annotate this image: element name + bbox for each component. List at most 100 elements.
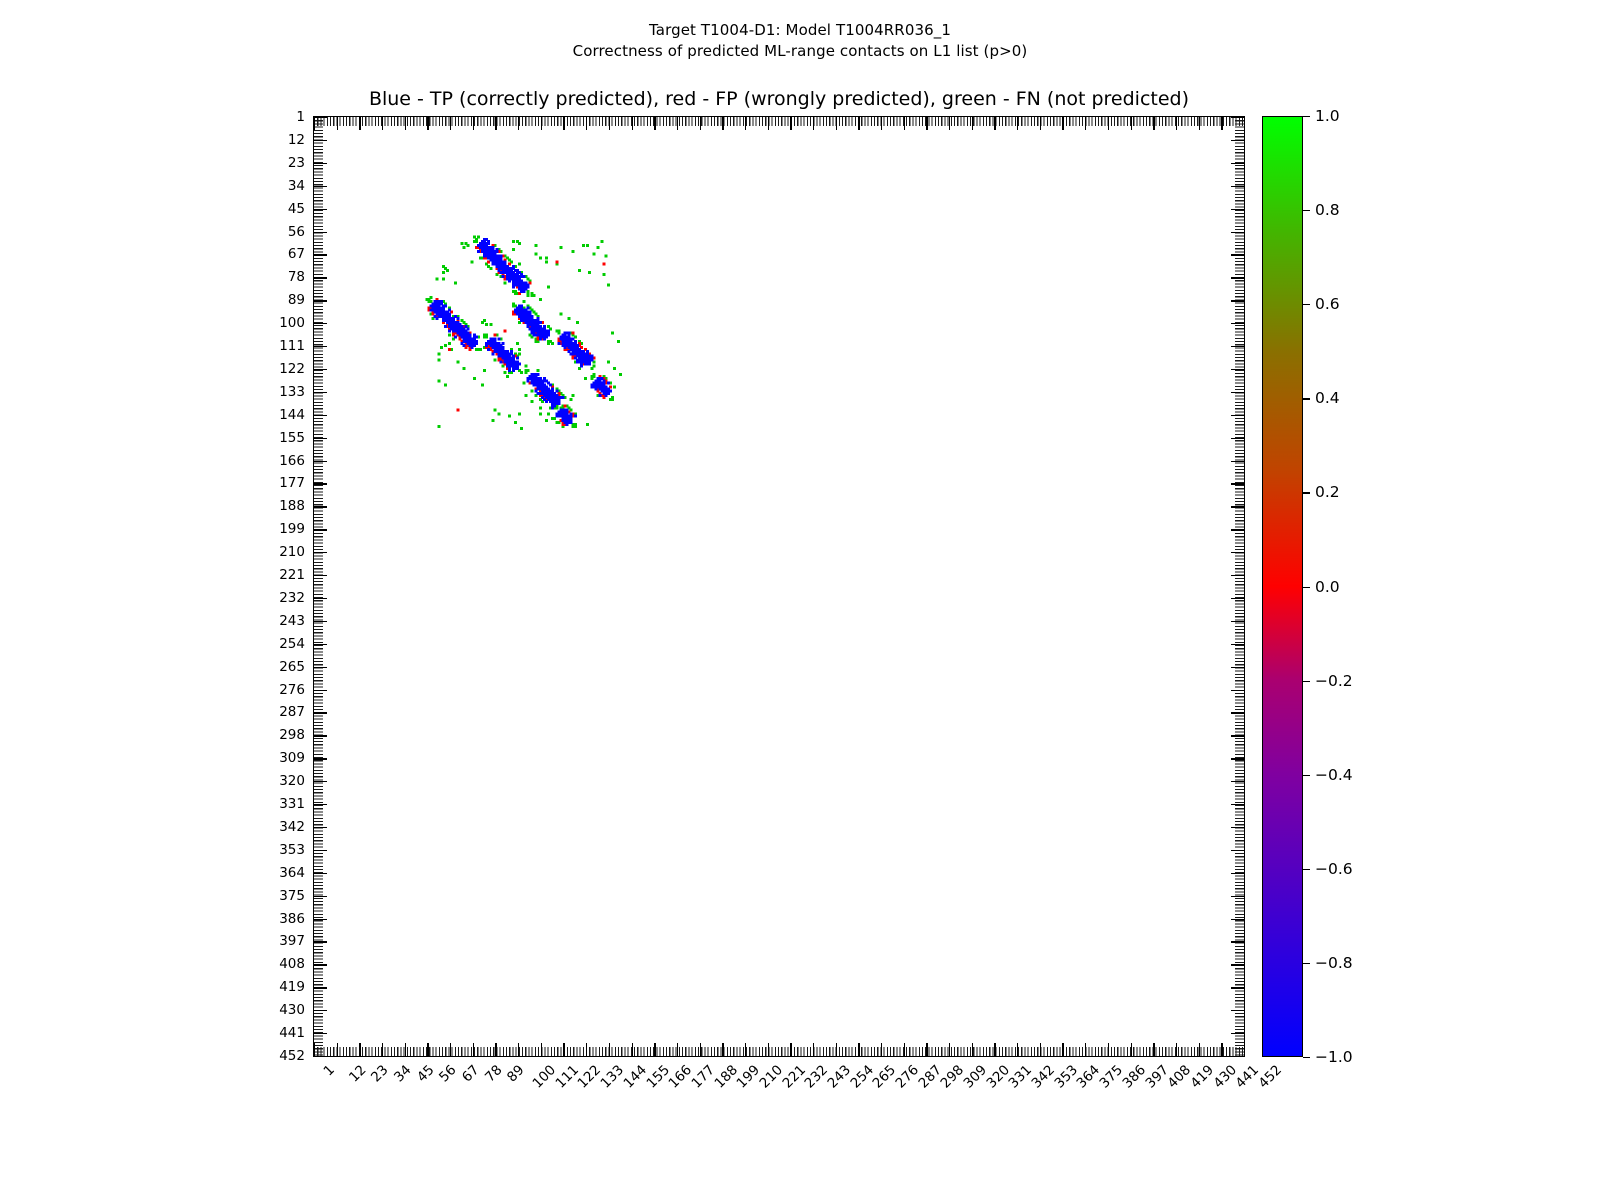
colorbar-tick-label: −0.4	[1315, 765, 1353, 784]
y-tick-label-375: 375	[279, 887, 305, 904]
x-major-tick	[518, 117, 520, 130]
figure-title-line-2: Correctness of predicted ML-range contac…	[572, 42, 1028, 60]
y-major-tick	[1231, 117, 1244, 119]
x-major-tick	[1130, 1043, 1132, 1056]
colorbar-tick-labels: 1.0 0.8 0.6 0.4 0.2 0.0 −0.2 −0.4 −0.6 −0.8 −1.0	[1303, 107, 1363, 1066]
colorbar-tick	[1303, 586, 1310, 588]
x-major-tick	[1243, 1043, 1246, 1056]
y-major-tick	[1231, 552, 1244, 554]
colorbar-tick	[1303, 492, 1310, 494]
y-tick-label-309: 309	[279, 750, 305, 767]
y-tick-label-342: 342	[279, 818, 305, 835]
x-major-tick	[450, 117, 452, 130]
y-tick-label-210: 210	[279, 544, 305, 561]
contact-map-plot-area[interactable]	[313, 116, 1246, 1058]
x-major-tick	[336, 117, 338, 130]
x-major-tick	[427, 1043, 429, 1056]
y-tick-label-45: 45	[287, 200, 305, 217]
x-major-tick	[540, 1043, 543, 1056]
x-axis-tick-labels: 1 12 23 34 45 56 67 78 89 100 111 122 133 144 155 166 17…	[313, 1062, 1286, 1132]
y-major-tick	[314, 964, 327, 966]
x-major-tick	[1153, 1043, 1155, 1056]
y-tick-label-298: 298	[279, 727, 305, 744]
x-major-tick	[359, 117, 361, 130]
y-major-tick	[314, 1055, 327, 1058]
y-major-tick	[1231, 643, 1244, 645]
y-tick-label-430: 430	[279, 1002, 305, 1019]
y-major-tick	[1231, 712, 1244, 714]
y-major-tick	[314, 804, 327, 806]
x-major-tick	[994, 1043, 996, 1056]
colorbar-tick-label: −0.8	[1315, 953, 1353, 972]
x-tick-label-89: 89	[504, 1062, 528, 1086]
x-major-tick	[1175, 1043, 1178, 1056]
x-major-tick	[949, 1043, 951, 1056]
x-major-tick	[1085, 117, 1087, 130]
x-major-tick	[699, 1043, 701, 1056]
x-major-tick	[881, 117, 883, 130]
figure-title-line-1: Target T1004-D1: Model T1004RR036_1	[649, 21, 951, 39]
y-tick-label-166: 166	[279, 452, 305, 469]
y-major-tick	[1231, 689, 1244, 691]
y-major-tick	[314, 666, 327, 668]
x-major-tick	[1107, 1043, 1110, 1056]
y-major-tick	[1231, 460, 1244, 462]
x-major-tick	[586, 1043, 588, 1056]
y-major-tick	[1231, 185, 1244, 187]
x-major-tick	[949, 117, 951, 130]
y-major-tick	[1231, 987, 1244, 989]
y-tick-label-221: 221	[279, 567, 305, 583]
colorbar-tick	[1303, 398, 1310, 400]
colorbar[interactable]: 1.0 0.8 0.6 0.4 0.2 0.0 −0.2 −0.4 −0.6 −0.8 −1.0	[1262, 107, 1353, 1066]
y-major-tick	[314, 758, 327, 760]
x-major-tick	[427, 117, 429, 130]
x-major-tick	[314, 117, 316, 130]
x-major-tick	[926, 1043, 928, 1056]
x-major-tick	[359, 1043, 361, 1056]
y-major-tick	[314, 506, 327, 508]
y-tick-label-441: 441	[279, 1025, 305, 1042]
x-major-tick	[903, 117, 905, 130]
y-major-tick	[314, 231, 327, 233]
y-tick-label-144: 144	[279, 406, 305, 423]
x-major-tick	[631, 117, 633, 130]
y-tick-label-364: 364	[279, 864, 305, 881]
y-major-tick	[314, 987, 327, 989]
y-major-tick	[1231, 529, 1244, 531]
x-major-tick	[382, 117, 384, 130]
x-tick-label-67: 67	[459, 1062, 483, 1086]
colorbar-tick-label: 0.8	[1315, 201, 1340, 220]
x-major-tick	[1153, 117, 1155, 130]
y-major-tick	[314, 323, 327, 325]
y-tick-label-111: 111	[279, 338, 305, 354]
x-major-tick	[1221, 117, 1223, 130]
y-major-tick	[314, 552, 327, 554]
colorbar-tick	[1303, 116, 1310, 118]
y-major-tick	[314, 529, 327, 531]
x-major-tick	[699, 117, 701, 130]
y-major-tick	[314, 712, 327, 714]
y-major-tick	[1231, 506, 1244, 508]
x-major-tick	[744, 117, 747, 130]
x-tick-label-45: 45	[413, 1062, 438, 1086]
y-major-tick	[314, 735, 327, 737]
x-major-tick	[314, 1043, 316, 1056]
x-major-tick	[676, 117, 679, 130]
y-major-tick	[1231, 895, 1244, 897]
colorbar-tick-label: 1.0	[1315, 107, 1340, 125]
y-major-tick	[314, 597, 327, 600]
y-tick-label-12: 12	[287, 131, 305, 148]
x-major-tick	[722, 117, 724, 130]
x-major-tick	[971, 1043, 974, 1056]
y-tick-label-276: 276	[279, 681, 305, 698]
y-major-tick	[1231, 804, 1244, 806]
y-major-tick	[1231, 872, 1244, 874]
x-tick-label-78: 78	[481, 1062, 506, 1086]
x-major-tick	[1107, 117, 1110, 130]
x-major-tick	[404, 1043, 407, 1056]
x-major-tick	[404, 117, 407, 130]
y-major-tick	[314, 277, 327, 279]
x-major-tick	[608, 117, 611, 130]
y-major-tick	[314, 941, 327, 943]
x-major-tick	[835, 117, 837, 130]
